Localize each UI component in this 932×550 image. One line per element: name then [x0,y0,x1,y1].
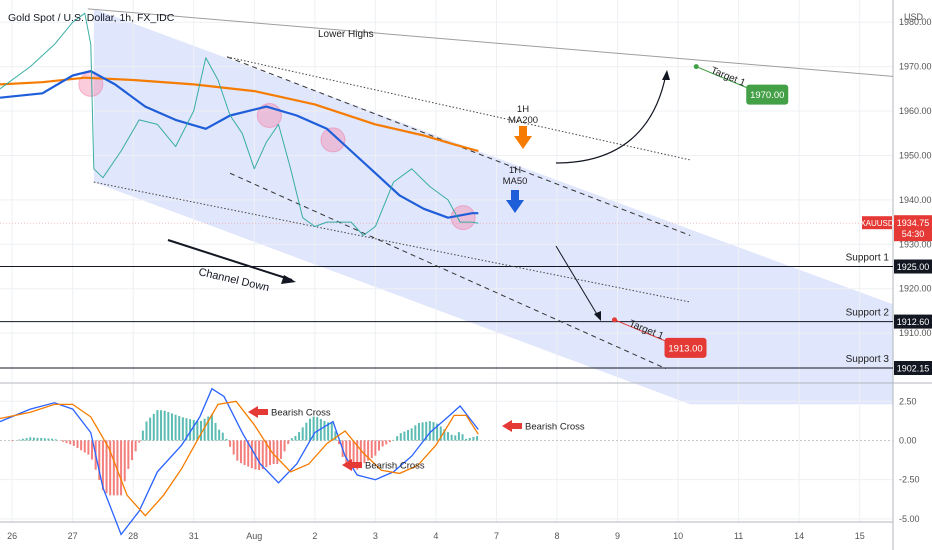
bearish-cross-arrow-3 [502,420,522,432]
price-tick-6: 1920.00 [899,284,932,294]
channel-down-arrow [167,239,293,281]
ma200-arrow [514,126,532,149]
ma50-line [0,69,479,219]
symbol-badge [862,216,892,230]
trendline-4 [229,172,667,370]
support-price-text-1: 1925.00 [897,262,930,272]
price-line [0,12,479,236]
target-leader-2 [614,319,675,346]
ma200-label-1: MA200 [508,115,538,126]
ma200-label-0: 1H [517,104,529,115]
time-tick-2: 28 [128,531,138,541]
support-label-1: Support 1 [846,253,890,264]
bearish-cross-arrow-2 [342,459,362,471]
time-tick-12: 11 [734,531,743,541]
bearish-cross-arrow-1 [248,406,268,418]
macd-tick-0: 2.50 [899,396,917,406]
price-tick-0: 1980.00 [899,17,932,27]
time-tick-10: 9 [615,531,620,541]
time-tick-7: 4 [433,531,438,541]
upside-projection-arrowhead [662,70,670,80]
ma50-arrow [506,190,524,213]
trendline-3 [226,56,691,236]
time-tick-14: 15 [855,531,865,541]
ma200-line [0,76,479,153]
support-label-3: Support 3 [846,354,890,365]
bearish-cross-label-2: Bearish Cross [365,461,425,472]
price-tick-5: 1930.00 [899,239,932,249]
target-badge-text-1: 1970.00 [750,90,784,101]
price-tick-2: 1960.00 [899,106,932,116]
lower-highs-trendline [87,8,894,77]
macd-tick-1: 0.00 [899,435,917,445]
upside-projection-arrow [555,73,667,164]
target-badge-text-2: 1913.00 [668,343,702,354]
bearish-cross-label-3: Bearish Cross [525,422,585,433]
price-tick-1: 1970.00 [899,62,932,72]
channel-down-band [93,8,893,405]
lower-highs-label: Lower Highs [318,29,374,40]
chart-title: Gold Spot / U.S. Dollar, 1h, FX_IDC [8,12,175,24]
time-tick-11: 10 [673,531,683,541]
countdown-text: 54:30 [902,229,925,239]
rejection-circle-4 [450,205,476,231]
target-badge-1 [746,84,789,105]
support-price-badge-1 [894,259,932,274]
macd-tick-2: -2.50 [899,475,920,485]
time-tick-8: 7 [494,531,499,541]
support-label-2: Support 2 [846,308,890,319]
macd-tick-3: -5.00 [899,514,920,524]
time-tick-0: 26 [7,531,17,541]
time-tick-5: 2 [312,531,317,541]
current-price-text: 1934.75 [897,218,930,228]
downside-projection-arrowhead [594,311,601,321]
price-tick-4: 1940.00 [899,195,932,205]
time-tick-4: Aug [246,531,262,541]
signal-line [0,400,479,517]
channel-down-arrowhead [281,275,296,284]
support-price-badge-3 [894,361,932,376]
ma50-label-1: MA50 [503,176,528,187]
bearish-cross-label-1: Bearish Cross [271,408,331,419]
current-price-badge [894,215,932,242]
target-label-1: Target 1 [709,65,747,89]
macd-line [0,387,479,536]
time-tick-9: 8 [554,531,559,541]
target-badge-2 [664,337,707,358]
price-tick-3: 1950.00 [899,150,932,160]
support-price-badge-2 [894,314,932,329]
ma50-label-0: 1H [509,165,521,176]
price-tick-7: 1910.00 [899,328,932,338]
currency-label: USD [904,12,924,22]
target-leader-1 [696,66,757,93]
time-tick-6: 3 [373,531,378,541]
support-price-text-2: 1912.60 [897,317,930,327]
downside-projection-arrow [555,245,599,317]
time-tick-3: 31 [189,531,199,541]
time-tick-1: 27 [68,531,78,541]
support-price-text-3: 1902.15 [897,364,930,374]
symbol-badge-text: XAUUSD [860,219,894,228]
rejection-circle-3 [320,127,346,153]
time-tick-13: 14 [794,531,804,541]
